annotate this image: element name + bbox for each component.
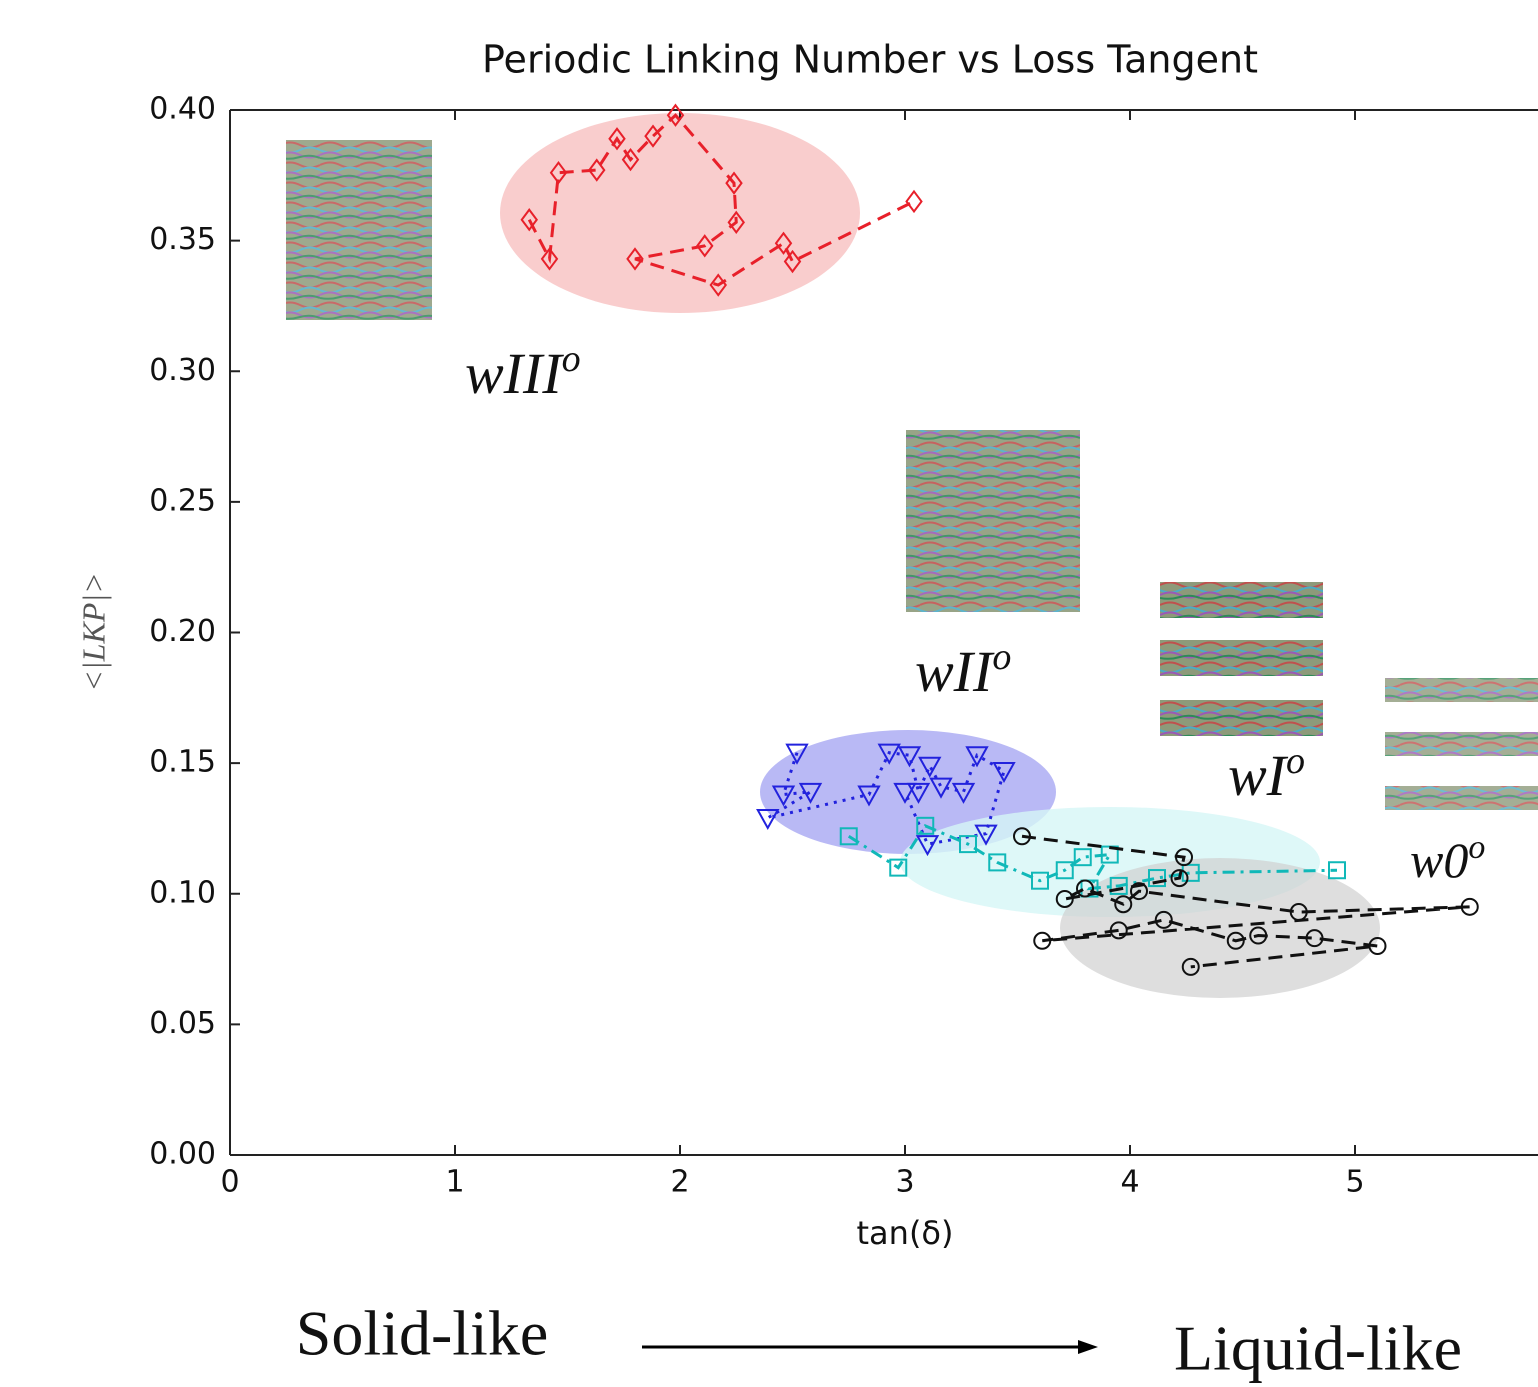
annotation: wIo: [1228, 740, 1305, 809]
arrow-head: [1078, 1340, 1098, 1354]
thumbnail: [286, 140, 1538, 810]
y-tick-label: 0.20: [149, 614, 216, 649]
x-tick-label: 1: [445, 1165, 464, 1200]
page: {"chart_data": { "type": "scatter", "tit…: [0, 0, 1538, 1383]
y-tick-label: 0.05: [149, 1006, 216, 1041]
x-tick-label: 4: [1120, 1165, 1139, 1200]
y-tick-label: 0.15: [149, 745, 216, 780]
y-tick-label: 0.35: [149, 222, 216, 257]
point: [907, 191, 922, 211]
chart: Periodic Linking Number vs Loss Tangent …: [0, 0, 1538, 1383]
y-tick-label: 0.10: [149, 875, 216, 910]
x-tick-label: 5: [1345, 1165, 1364, 1200]
annotation: wIIIo: [465, 338, 581, 407]
y-tick-label: 0.30: [149, 353, 216, 388]
annotation: wIIo: [915, 636, 1011, 705]
y-tick-label: 0.00: [149, 1137, 216, 1172]
chart-title: Periodic Linking Number vs Loss Tangent: [482, 38, 1258, 82]
footer-label: Liquid-like: [1174, 1313, 1462, 1383]
x-tick-label: 3: [895, 1165, 914, 1200]
y-axis-label: <|LKP|>: [75, 572, 111, 691]
footer-label: Solid-like: [296, 1298, 548, 1369]
annotation: w0o: [1410, 829, 1485, 889]
x-axis-label: tan(δ): [857, 1214, 954, 1252]
y-tick-label: 0.25: [149, 483, 216, 518]
x-tick-label: 0: [220, 1165, 239, 1200]
y-tick-label: 0.40: [149, 92, 216, 127]
x-tick-label: 2: [670, 1165, 689, 1200]
